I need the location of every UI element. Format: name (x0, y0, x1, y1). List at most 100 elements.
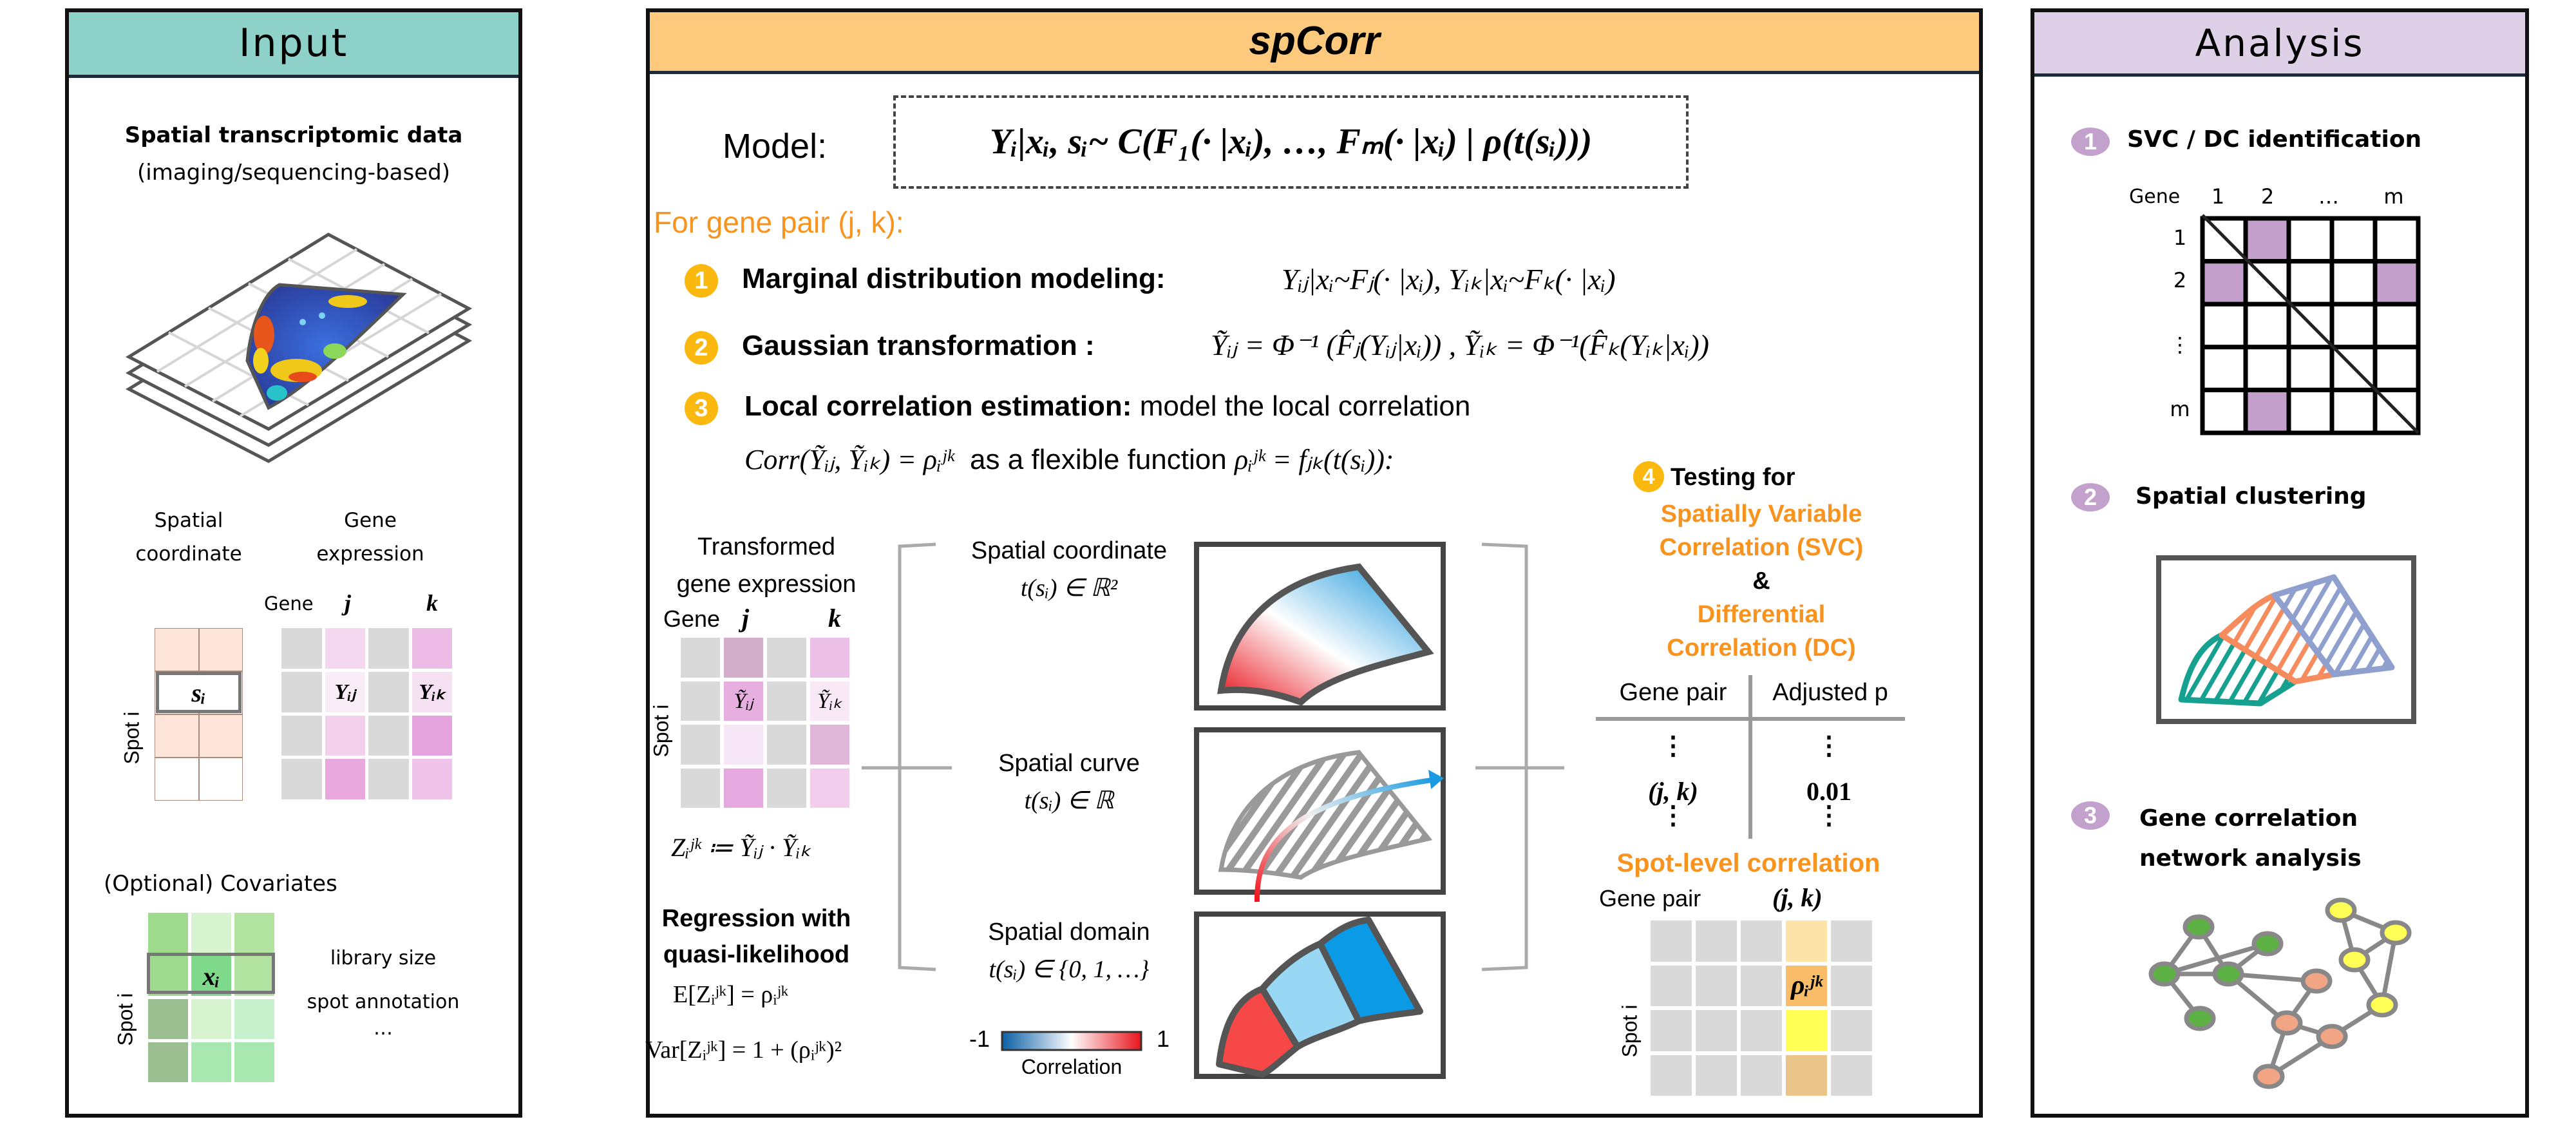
gene-header: Gene (264, 593, 314, 615)
matrix-cell (2286, 345, 2334, 392)
gene-correlation-network (2148, 897, 2412, 1089)
cell-label: Ỹᵢⱼ (734, 689, 753, 714)
covariate-item: spot annotation (307, 991, 460, 1013)
tissue-correlation-gradient (1217, 563, 1434, 706)
colorbar-label: Correlation (1021, 1055, 1122, 1078)
regression-title: Regression with quasi-likelihood (645, 901, 867, 973)
covariate-item: library size (330, 947, 437, 969)
svc-line1: Spatially Variable (1660, 501, 1862, 528)
network-node (2338, 947, 2371, 973)
table-cell: ⋮ (1816, 731, 1842, 760)
grid-cell (325, 759, 365, 799)
matrix-col-label: 2 (2260, 184, 2275, 209)
grid-cell (325, 715, 365, 756)
grid-cell (191, 1042, 231, 1082)
matrix-col-label: … (2318, 184, 2339, 209)
grid-cell (767, 725, 806, 765)
grid-cell (1741, 965, 1782, 1006)
grid-cell (1651, 1010, 1692, 1051)
spatial-domains (1216, 917, 1423, 1078)
model-formula: Yᵢ|xᵢ, sᵢ~ C(F₁(· |xᵢ), …, Fₘ(· |xᵢ) | ρ… (989, 122, 1593, 162)
grid-cell (155, 758, 199, 801)
spatial-label-line1: Spatial (154, 509, 223, 532)
spot-i-label: Spot i (120, 711, 144, 765)
transformed-grid: Ỹᵢⱼ Ỹᵢₖ (681, 638, 849, 808)
data-title: Spatial transcriptomic data (124, 122, 463, 148)
step-3-formula-line: Corr(Ỹᵢⱼ, Ỹᵢₖ) = ρᵢʲᵏ as a flexible func… (744, 443, 1394, 476)
cell-label: ρᵢʲᵏ (1790, 971, 1823, 1001)
grid-cell (681, 725, 720, 765)
network-node (2184, 1006, 2216, 1031)
table-header-gene-pair: Gene pair (1619, 679, 1727, 706)
step-2-title: Gaussian transformation : (742, 330, 1095, 361)
colorbar-min: -1 (969, 1026, 990, 1052)
step-3-line: Local correlation estimation: model the … (744, 390, 1470, 423)
s-i-label: sᵢ (191, 678, 206, 707)
spot-level-grid: ρᵢʲᵏ (1651, 921, 1872, 1096)
cell-label: xᵢ (202, 961, 220, 991)
grid-cell (234, 956, 274, 996)
matrix-col-label: m (2383, 184, 2404, 209)
grid-cell (810, 768, 849, 808)
step-3-function-formula: ρᵢʲᵏ = fⱼₖ(t(sᵢ)): (1234, 444, 1394, 475)
correlation-colorbar (1001, 1031, 1142, 1051)
grid-cell (1786, 921, 1827, 962)
covariate-row-highlight (147, 953, 275, 994)
grid-cell (1696, 921, 1737, 962)
transformed-gene-header: Gene (663, 606, 721, 632)
svc-dc-matrix (2200, 214, 2421, 435)
grid-cell (1741, 921, 1782, 962)
network-node (2366, 992, 2398, 1018)
matrix-cell (2286, 387, 2334, 435)
results-table-lines (1596, 675, 1905, 839)
grid-cell (412, 715, 452, 756)
spatial-option-formula: t(sᵢ) ∈ ℝ² (1020, 575, 1118, 602)
bracket-lines (862, 542, 1564, 971)
network-node (2300, 968, 2333, 994)
table-header-adjusted-p: Adjusted p (1772, 679, 1888, 706)
network-edge (2164, 941, 2268, 977)
matrix-cell (2200, 301, 2248, 350)
spot-si-row: sᵢ (156, 672, 242, 713)
grid-cell: xᵢ (191, 956, 231, 996)
network-node (2380, 920, 2412, 946)
spatial-coordinate-option: Spatial coordinate t(sᵢ) ∈ ℝ² (947, 532, 1191, 607)
matrix-cell (2286, 216, 2334, 264)
grid-cell (148, 1042, 188, 1082)
table-cell: ⋮ (1660, 731, 1686, 760)
step-1-badge: 1 (685, 264, 718, 298)
step-3-desc-2: as a flexible function (970, 444, 1227, 475)
grid-cell (724, 725, 763, 765)
analysis-step-1-badge: 1 (2071, 128, 2110, 156)
spot-level-title: Spot-level correlation (1616, 849, 1880, 877)
network-node (2271, 1010, 2303, 1036)
testing-title: Testing for (1671, 464, 1795, 491)
transformed-gene-k: k (828, 604, 841, 633)
grid-cell (681, 638, 720, 678)
arrow-head-icon (1428, 770, 1444, 789)
matrix-diagonal (2201, 214, 2420, 434)
grid-cell (1786, 1054, 1827, 1096)
gene-expression-grid: Yᵢⱼ Yᵢₖ (281, 628, 452, 799)
grid-cell (325, 628, 365, 669)
transformed-gene-j: j (742, 604, 750, 633)
step-3-badge: 3 (685, 392, 718, 425)
gene-pair-heading: For gene pair (j, k): (654, 205, 904, 239)
step-4-badge: 4 (1633, 461, 1664, 492)
spot-level-pair: (j, k) (1772, 883, 1823, 912)
grid-cell: ρᵢʲᵏ (1786, 965, 1827, 1006)
grid-cell (281, 715, 322, 756)
matrix-cell (2200, 259, 2248, 307)
grid-cell (191, 999, 231, 1039)
transformed-spot-i-label: Spot i (649, 704, 673, 758)
grid-cell (1741, 1010, 1782, 1051)
grid-cell (1696, 1054, 1737, 1096)
dc-line1: Differential (1697, 601, 1826, 628)
covariates-spot-i-label: Spot i (113, 993, 137, 1046)
matrix-cell (2243, 345, 2291, 392)
covariate-item: … (374, 1017, 393, 1040)
grid-cell (724, 638, 763, 678)
analysis-step-2-badge: 2 (2071, 483, 2110, 511)
gene-label-line1: Gene (344, 509, 397, 532)
matrix-cell (2372, 301, 2421, 350)
